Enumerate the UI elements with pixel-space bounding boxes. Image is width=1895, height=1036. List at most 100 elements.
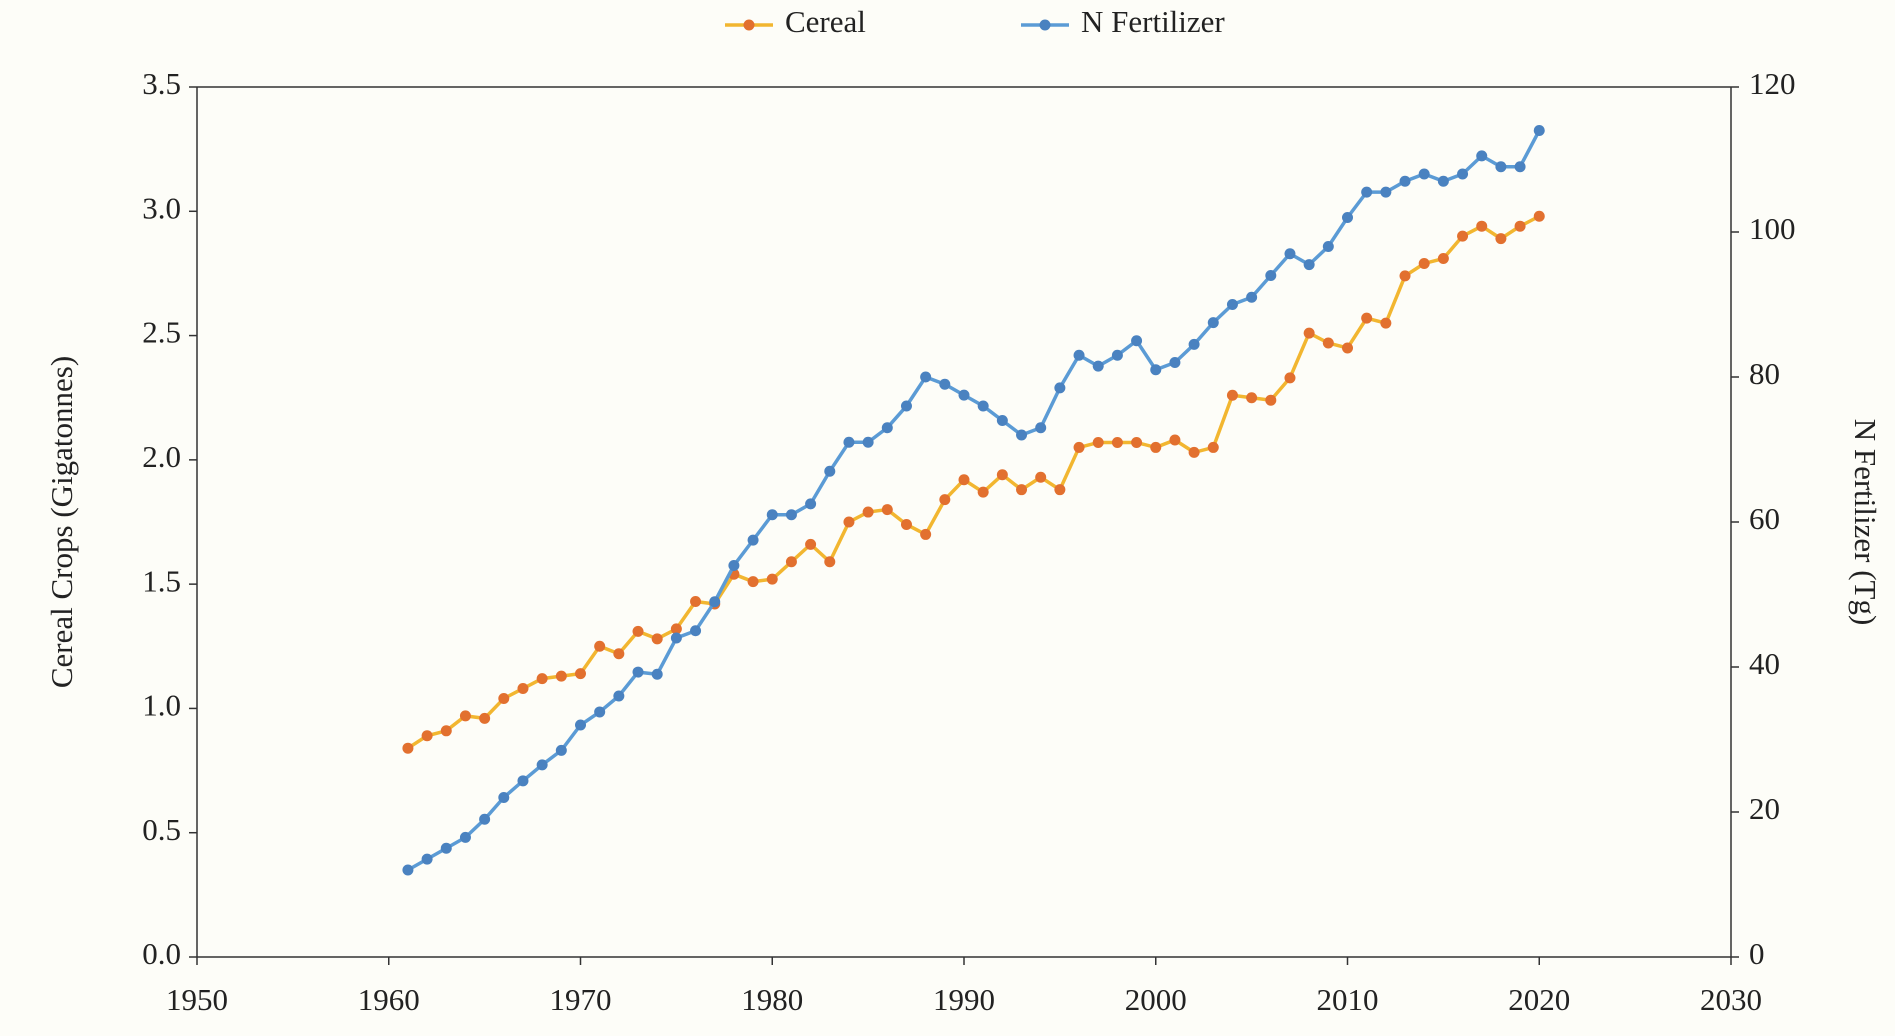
y2-tick-label: 120 — [1749, 66, 1796, 101]
point — [996, 415, 1008, 426]
point — [1054, 382, 1066, 394]
point — [1303, 259, 1315, 271]
point — [1016, 429, 1028, 441]
point — [709, 596, 721, 608]
point — [1418, 257, 1430, 269]
y-tick-label: 2.0 — [142, 439, 181, 474]
x-tick-label: 2030 — [1700, 982, 1762, 1017]
point — [594, 706, 606, 718]
point — [575, 668, 586, 680]
point — [1169, 357, 1181, 368]
y-tick-label: 0.0 — [142, 936, 181, 971]
point — [690, 596, 702, 608]
point — [977, 486, 989, 498]
point — [728, 560, 740, 571]
point — [459, 831, 471, 843]
x-tick-label: 1950 — [166, 982, 228, 1017]
point — [1322, 337, 1334, 349]
point — [555, 670, 567, 682]
point — [1284, 248, 1296, 260]
point — [1092, 360, 1104, 372]
point — [1150, 364, 1162, 376]
point — [862, 436, 874, 448]
point — [747, 576, 759, 588]
point — [900, 400, 912, 412]
point — [1226, 389, 1238, 401]
point — [1418, 168, 1430, 180]
point — [459, 710, 471, 722]
point — [690, 625, 702, 637]
point — [1533, 125, 1545, 136]
point — [594, 640, 606, 652]
y-tick-label: 1.5 — [142, 563, 181, 598]
point — [1361, 186, 1373, 198]
point — [479, 712, 491, 724]
x-tick-label: 1990 — [933, 982, 995, 1017]
point — [1188, 446, 1200, 458]
y-tick-label: 2.5 — [142, 315, 181, 350]
point — [613, 648, 625, 660]
point — [498, 692, 510, 704]
point — [1361, 312, 1373, 324]
point — [920, 371, 932, 383]
point — [575, 719, 586, 731]
point — [1131, 436, 1143, 448]
point — [1380, 186, 1392, 198]
point — [958, 474, 970, 486]
point — [517, 683, 529, 695]
point — [824, 556, 836, 568]
point — [1342, 212, 1353, 223]
point — [1150, 441, 1162, 453]
y2-tick-label: 40 — [1749, 646, 1780, 681]
point — [881, 504, 893, 516]
point — [670, 623, 682, 635]
point — [1207, 441, 1219, 453]
point — [1495, 161, 1507, 173]
point — [900, 518, 912, 530]
point — [843, 516, 855, 528]
point — [440, 842, 452, 854]
y2-tick-label: 100 — [1749, 211, 1796, 246]
point — [1188, 338, 1200, 350]
point — [1303, 327, 1315, 339]
point — [1399, 175, 1411, 187]
point — [1246, 291, 1258, 303]
legend-marker — [743, 19, 755, 31]
y2-axis-title: N Fertilizer (Tg) — [1848, 419, 1883, 626]
point — [747, 534, 759, 546]
point — [862, 506, 874, 518]
point — [977, 400, 989, 412]
point — [1092, 436, 1104, 448]
point — [421, 853, 433, 865]
point — [766, 509, 778, 521]
point — [517, 775, 529, 787]
point — [1457, 168, 1469, 180]
y2-tick-label: 20 — [1749, 791, 1780, 826]
point — [805, 498, 817, 510]
point — [1054, 484, 1066, 496]
y-axis-title: Cereal Crops (Gigatonnes) — [44, 356, 79, 688]
point — [479, 813, 491, 825]
point — [1131, 335, 1143, 347]
point — [920, 528, 932, 540]
point — [1342, 342, 1353, 354]
point — [421, 730, 433, 742]
x-tick-label: 2010 — [1317, 982, 1379, 1017]
point — [402, 742, 414, 754]
series-line — [407, 129, 1541, 872]
point — [498, 792, 510, 803]
point — [1495, 233, 1507, 245]
point — [1035, 471, 1047, 483]
y2-tick-label: 80 — [1749, 356, 1780, 391]
y-tick-label: 1.0 — [142, 688, 181, 723]
point — [1246, 392, 1258, 404]
point — [1476, 150, 1488, 162]
y-tick-label: 0.5 — [142, 812, 181, 847]
point — [651, 668, 663, 680]
point — [824, 465, 836, 477]
x-tick-label: 1970 — [550, 982, 612, 1017]
point — [1035, 422, 1047, 434]
point — [1169, 434, 1181, 446]
legend-marker — [1039, 19, 1051, 31]
